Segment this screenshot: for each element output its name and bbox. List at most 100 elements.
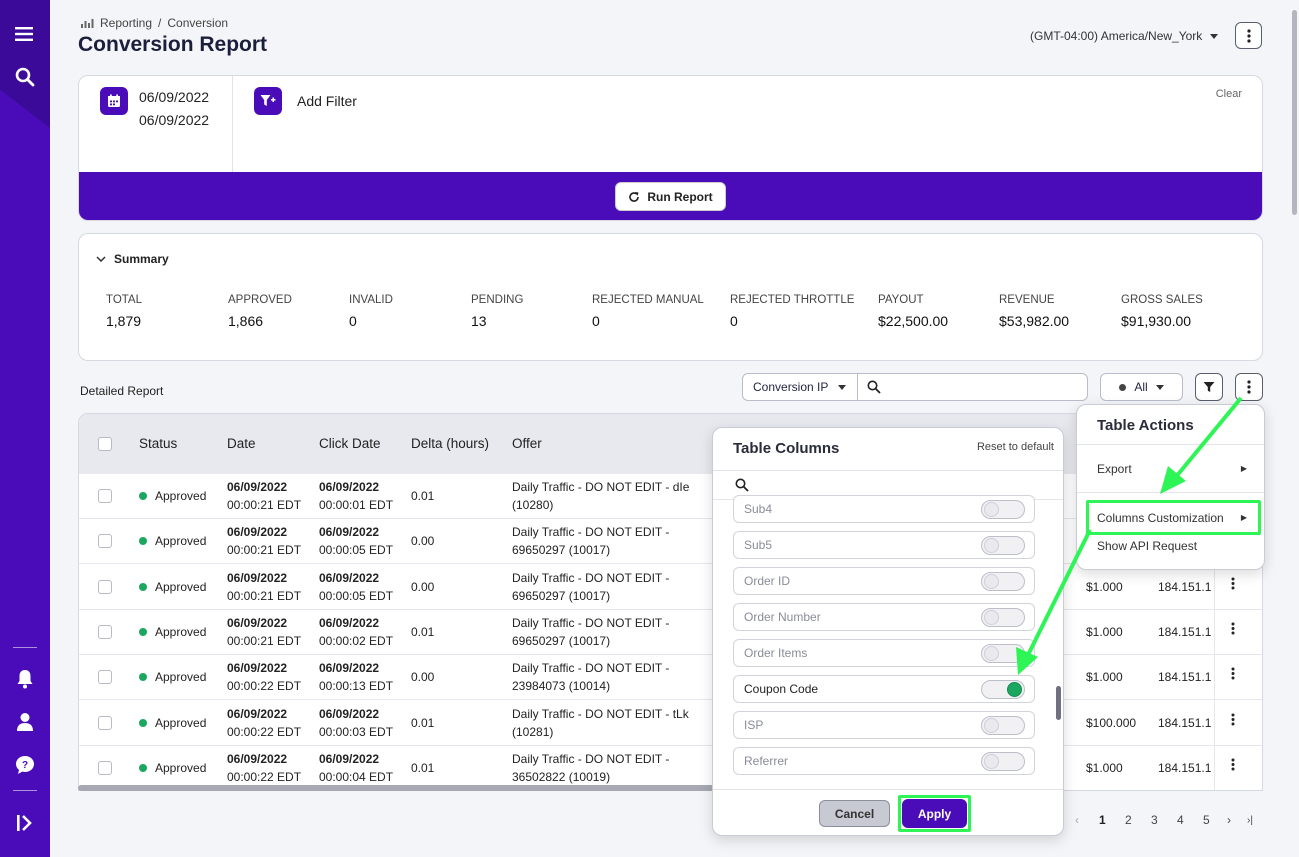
reset-to-default-link[interactable]: Reset to default	[976, 441, 1054, 453]
column-header-status[interactable]: Status	[139, 436, 178, 451]
help-icon[interactable]: ?	[0, 750, 50, 780]
menu-icon[interactable]	[0, 19, 50, 49]
table-row[interactable]: Approved 06/09/2022 00:00:21 EDT 06/09/2022…	[79, 519, 1262, 565]
date-from[interactable]: 06/09/2022	[139, 89, 210, 105]
table-row[interactable]: Approved 06/09/2022 00:00:21 EDT 06/09/2022…	[79, 565, 1262, 610]
offer-link[interactable]: Daily Traffic - DO NOT EDIT - dIe (10280)	[512, 478, 689, 514]
page-1[interactable]: 1	[1099, 813, 1106, 827]
breadcrumb-root[interactable]: Reporting	[100, 16, 153, 30]
row-checkbox[interactable]	[98, 760, 112, 775]
user-icon[interactable]	[0, 707, 50, 737]
table-actions-button[interactable]	[1235, 373, 1263, 401]
row-menu-button[interactable]	[1231, 622, 1235, 638]
chevron-down-icon	[96, 256, 106, 262]
page-3[interactable]: 3	[1151, 813, 1158, 827]
status-text: Approved	[155, 534, 207, 549]
search-icon[interactable]	[0, 62, 50, 92]
column-toggle[interactable]	[981, 716, 1025, 735]
row-checkbox[interactable]	[98, 715, 112, 730]
row-checkbox[interactable]	[98, 489, 112, 503]
row-menu-button[interactable]	[1231, 667, 1235, 683]
status-filter-select[interactable]: All	[1100, 373, 1183, 401]
toggle-knob	[984, 754, 999, 769]
svg-text:?: ?	[22, 760, 28, 771]
offer-link[interactable]: Daily Traffic - DO NOT EDIT - 69650297 (1…	[512, 614, 669, 650]
timezone-select[interactable]: (GMT-04:00) America/New_York	[1030, 29, 1219, 43]
offer-link[interactable]: Daily Traffic - DO NOT EDIT - tLk (10281)	[512, 705, 689, 741]
last-page-button[interactable]: ›|	[1247, 815, 1253, 826]
run-report-button[interactable]: Run Report	[615, 182, 726, 211]
stat-revenue: REVENUE $53,982.00	[999, 294, 1069, 329]
table-columns-footer: Cancel Apply	[713, 789, 1063, 835]
table-row[interactable]: Approved 06/09/2022 00:00:22 EDT 06/09/2022…	[79, 701, 1262, 746]
select-all-checkbox[interactable]	[98, 437, 112, 451]
summary-toggle[interactable]: Summary	[96, 252, 169, 266]
expand-icon[interactable]	[0, 808, 50, 838]
click-date-value: 06/09/2022	[319, 661, 380, 676]
column-toggle[interactable]	[981, 572, 1025, 591]
row-menu-button[interactable]	[1231, 758, 1235, 774]
page-scrollbar-thumb[interactable]	[1292, 10, 1297, 215]
date-to[interactable]: 06/09/2022	[139, 112, 210, 128]
offer-link[interactable]: Daily Traffic - DO NOT EDIT - 23984073 (1…	[512, 659, 669, 695]
column-option: Referrer	[733, 747, 1035, 775]
row-checkbox[interactable]	[98, 534, 112, 549]
export-menu-item[interactable]: Export ▶	[1097, 462, 1247, 476]
table-row[interactable]: Approved 06/09/2022 00:00:22 EDT 06/09/2022…	[79, 655, 1262, 701]
search-input[interactable]	[889, 380, 1079, 394]
page-scrollbar[interactable]	[1290, 0, 1299, 857]
columns-list-scrollbar[interactable]	[1056, 686, 1061, 720]
summary-panel: Summary TOTAL 1,879 APPROVED 1,866 INVALID…	[78, 233, 1263, 361]
column-header-date[interactable]: Date	[227, 436, 256, 451]
row-menu-button[interactable]	[1231, 713, 1235, 729]
page-5[interactable]: 5	[1203, 813, 1210, 827]
next-page-button[interactable]: ›	[1227, 813, 1231, 827]
bell-icon[interactable]	[0, 664, 50, 694]
column-header-click-date[interactable]: Click Date	[319, 436, 381, 451]
column-toggle[interactable]	[981, 536, 1025, 555]
column-toggle[interactable]	[981, 608, 1025, 627]
add-filter-button[interactable]: Add Filter	[297, 93, 357, 109]
row-menu-button[interactable]	[1231, 577, 1235, 593]
table-row[interactable]: Approved 06/09/2022 00:00:21 EDT 06/09/2022…	[79, 610, 1262, 655]
table-horizontal-scrollbar[interactable]	[78, 785, 718, 791]
row-checkbox[interactable]	[98, 579, 112, 594]
search-field-select[interactable]: Conversion IP	[742, 373, 858, 401]
column-toggle[interactable]	[981, 752, 1025, 771]
calendar-icon[interactable]	[100, 87, 128, 115]
column-option-label: Referrer	[744, 754, 789, 768]
caret-right-icon: ▶	[1240, 464, 1247, 473]
offer-link[interactable]: Daily Traffic - DO NOT EDIT - 69650297 (1…	[512, 523, 669, 559]
page-4[interactable]: 4	[1177, 813, 1184, 827]
column-toggle[interactable]	[981, 680, 1025, 699]
offer-link[interactable]: Daily Traffic - DO NOT EDIT - 69650297 (1…	[512, 569, 669, 605]
table-header: Status Date Click Date Delta (hours) Off…	[79, 414, 1262, 474]
stat-label: REVENUE	[999, 294, 1055, 306]
status-cell: Approved	[139, 487, 206, 505]
columns-customization-menu-item[interactable]: Columns Customization ▶	[1097, 511, 1247, 525]
date-cell: 06/09/2022 00:00:22 EDT	[227, 705, 301, 741]
page-2[interactable]: 2	[1125, 813, 1132, 827]
table-row[interactable]: Approved 06/09/2022 00:00:21 EDT 06/09/2022…	[79, 474, 1262, 519]
offer-link[interactable]: Daily Traffic - DO NOT EDIT - 36502822 (1…	[512, 750, 669, 786]
column-toggle[interactable]	[981, 500, 1025, 519]
status-text: Approved	[155, 760, 207, 775]
row-checkbox[interactable]	[98, 624, 112, 639]
filter-button[interactable]	[1195, 373, 1223, 401]
filter-add-icon[interactable]	[254, 87, 282, 115]
click-date-time: 00:00:05 EDT	[319, 543, 394, 558]
date-value: 06/09/2022	[227, 615, 288, 630]
apply-button[interactable]: Apply	[902, 799, 967, 828]
show-api-request-menu-item[interactable]: Show API Request	[1097, 539, 1247, 553]
timezone-label: (GMT-04:00) America/New_York	[1030, 29, 1203, 43]
column-toggle[interactable]	[981, 644, 1025, 663]
cancel-button[interactable]: Cancel	[819, 800, 890, 827]
page-menu-button[interactable]	[1235, 22, 1262, 49]
row-checkbox[interactable]	[98, 670, 112, 685]
clear-filters-link[interactable]: Clear	[1215, 88, 1242, 100]
column-header-offer[interactable]: Offer	[512, 436, 542, 451]
amount-cell: $1.000	[1086, 760, 1123, 775]
status-cell: Approved	[139, 623, 206, 641]
column-header-delta[interactable]: Delta (hours)	[411, 436, 490, 451]
prev-page-button[interactable]: ‹	[1075, 813, 1079, 827]
